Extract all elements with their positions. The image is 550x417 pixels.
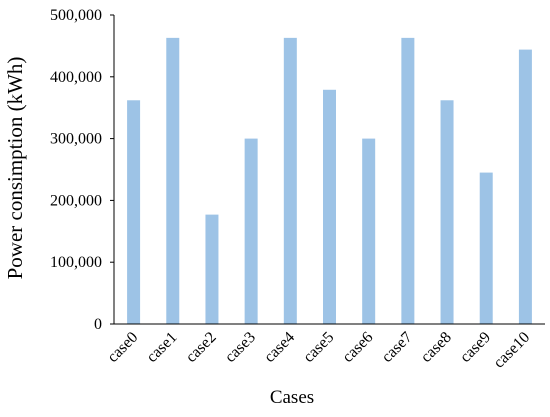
- bar-case1: [166, 37, 180, 325]
- y-axis-ticks: 0 100,000 200,000 300,000 400,000 500,000: [50, 7, 114, 333]
- bar-case9: [479, 172, 493, 324]
- y-axis-label: Power consimption (kWh): [3, 57, 27, 280]
- x-tick-label-case8: case8: [418, 329, 455, 366]
- x-tick-label-case0: case0: [104, 329, 141, 366]
- plot-area: [127, 37, 532, 325]
- bar-case5: [323, 89, 336, 324]
- x-tick-label-case10: case10: [490, 329, 533, 372]
- x-tick-label-case6: case6: [339, 329, 376, 366]
- y-tick-label: 300,000: [50, 131, 102, 148]
- x-axis-ticks: case0 case1 case2 case3 case4 case5 case6 case7…: [104, 329, 533, 372]
- x-tick-label-case4: case4: [261, 329, 298, 366]
- bar-case6: [362, 138, 376, 324]
- y-tick-label: 400,000: [50, 69, 102, 86]
- bar-case2: [205, 214, 219, 324]
- bar-case10: [518, 49, 532, 324]
- x-axis-label: Cases: [270, 387, 314, 408]
- x-tick-label-case7: case7: [379, 329, 416, 366]
- bar-case4: [283, 37, 297, 325]
- x-tick-label-case2: case2: [183, 329, 220, 366]
- y-tick-label: 0: [94, 316, 102, 333]
- y-tick-label: 200,000: [50, 192, 102, 209]
- bar-case7: [401, 37, 415, 325]
- bar-case3: [244, 138, 258, 324]
- y-tick-label: 100,000: [50, 254, 102, 271]
- x-tick-label-case9: case9: [457, 329, 494, 366]
- y-tick-label: 500,000: [50, 7, 102, 24]
- bar-case0: [127, 100, 141, 324]
- bar-case8: [440, 100, 454, 324]
- x-tick-label-case3: case3: [222, 329, 259, 366]
- x-tick-label-case1: case1: [143, 329, 180, 366]
- x-tick-label-case5: case5: [300, 329, 337, 366]
